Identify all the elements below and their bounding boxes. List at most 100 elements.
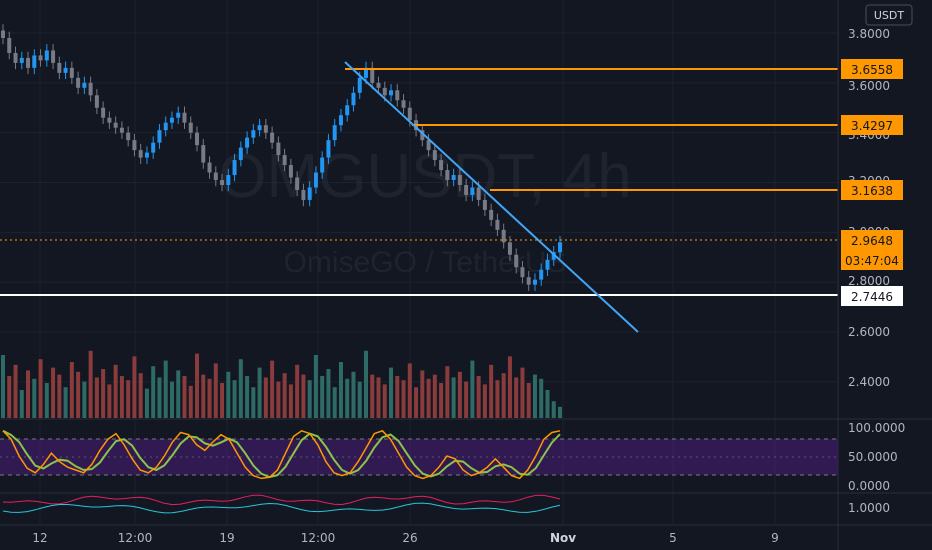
candle-body [532, 279, 537, 285]
candle-body [44, 50, 49, 61]
volume-bar [257, 367, 262, 418]
volume-bar [489, 364, 494, 418]
candle-body [470, 187, 475, 195]
volume-bar [332, 387, 337, 418]
volume-bar [232, 380, 237, 418]
volume-bar [151, 366, 156, 418]
candle-body [38, 55, 43, 61]
price-tick-7: 2.6000 [848, 325, 890, 339]
candle-body [176, 112, 181, 118]
volume-bar [88, 350, 93, 418]
candle-body [407, 107, 412, 121]
volume-bar [157, 377, 162, 418]
price-tick-6: 2.8000 [848, 274, 890, 288]
volume-bar [464, 381, 469, 418]
candle-body [63, 67, 68, 73]
candle-body [313, 172, 318, 188]
candle-body [57, 62, 62, 73]
candle-body [357, 77, 362, 93]
volume-bar [119, 376, 124, 418]
candle-body [282, 155, 287, 166]
volume-bar [276, 381, 281, 418]
volume-bar [457, 371, 462, 418]
level-3-badge [841, 180, 903, 200]
candle-body [420, 130, 425, 141]
volume-bar [44, 383, 49, 418]
candle-body [101, 107, 106, 118]
volume-bar [38, 359, 43, 418]
bottom-indicator-cyan [2, 502, 561, 514]
candle-body [169, 117, 174, 123]
support-badge [841, 286, 903, 306]
candle-body [263, 125, 268, 133]
candle-body [307, 187, 312, 200]
candle-body [69, 67, 74, 78]
candle-body [301, 189, 306, 200]
candle-body [482, 199, 487, 210]
volume-bar [207, 378, 212, 418]
volume-bar [558, 406, 562, 418]
volume-bar [414, 387, 419, 418]
candle-body [7, 37, 12, 53]
volume-bar [126, 380, 131, 418]
candle-body [451, 175, 456, 181]
candle-body [514, 254, 519, 268]
volume-bar [57, 374, 62, 418]
candle-body [113, 122, 118, 128]
volume-bar [138, 373, 143, 418]
volume-bar [101, 369, 106, 418]
volume-bar [420, 370, 425, 418]
candle-body [363, 67, 368, 78]
candle-body [138, 150, 143, 158]
volume-bar [539, 378, 544, 418]
candle-body [88, 82, 93, 96]
candle-body [520, 267, 525, 278]
volume-bar [19, 390, 24, 418]
candle-body [539, 269, 544, 280]
candle-body [107, 117, 112, 123]
price-tick-8: 2.4000 [848, 375, 890, 389]
trend-line[interactable] [344, 61, 639, 333]
candle-body [19, 57, 24, 63]
candle-body [464, 184, 469, 195]
candle-body [476, 187, 481, 200]
currency-badge[interactable] [865, 4, 913, 26]
volume-bar [451, 377, 456, 418]
volume-bar [63, 387, 68, 418]
candle-body [163, 122, 168, 131]
volume-bar [220, 383, 225, 418]
price-tick-2: 3.6000 [848, 79, 890, 93]
volume-bar [163, 360, 168, 418]
candle-body [389, 90, 394, 96]
candle-body [151, 142, 156, 153]
volume-bar [526, 383, 531, 418]
candle-body [126, 132, 131, 141]
osc-tick-50: 50.0000 [848, 450, 898, 464]
candle-body [295, 177, 300, 190]
candle-body [76, 77, 81, 88]
candle-body [270, 132, 275, 143]
volume-bar [288, 384, 293, 418]
volume-bar [188, 385, 193, 418]
volume-bar [551, 401, 556, 418]
candle-body [201, 145, 206, 163]
bottom-tick-1: 1.0000 [848, 501, 890, 515]
candle-body [545, 259, 550, 270]
candle-body [376, 82, 381, 88]
volume-bar [201, 374, 206, 418]
volume-bar [1, 355, 5, 418]
volume-bar [439, 383, 444, 418]
volume-bar [482, 384, 487, 418]
volume-bar [7, 376, 12, 418]
volume-bar [113, 364, 118, 418]
level-1-badge [841, 59, 903, 79]
last-price-badge [841, 230, 903, 250]
level-2-label: 3.4297 [851, 119, 893, 133]
candle-body [82, 82, 87, 88]
volume-bar [295, 364, 300, 418]
volume-bar [345, 378, 350, 418]
candle-body [195, 132, 200, 146]
volume-bar [270, 360, 275, 418]
